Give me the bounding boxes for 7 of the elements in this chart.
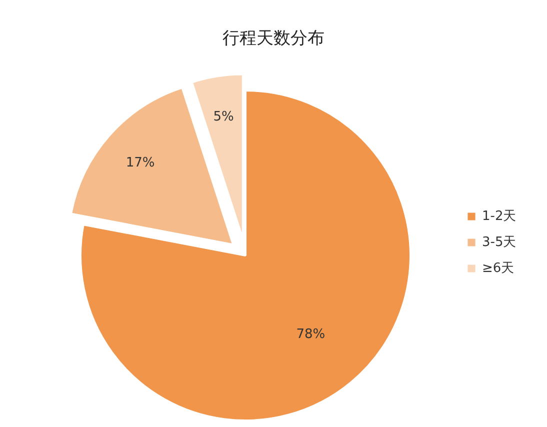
legend-label: ≥6天 — [482, 260, 514, 277]
legend-label: 1-2天 — [482, 208, 516, 225]
data-label: 5% — [213, 109, 234, 124]
chart-title: 行程天数分布 — [222, 28, 324, 48]
data-label: 78% — [296, 326, 326, 342]
data-label: 17% — [126, 155, 155, 170]
legend-label: 3-5天 — [482, 234, 516, 251]
